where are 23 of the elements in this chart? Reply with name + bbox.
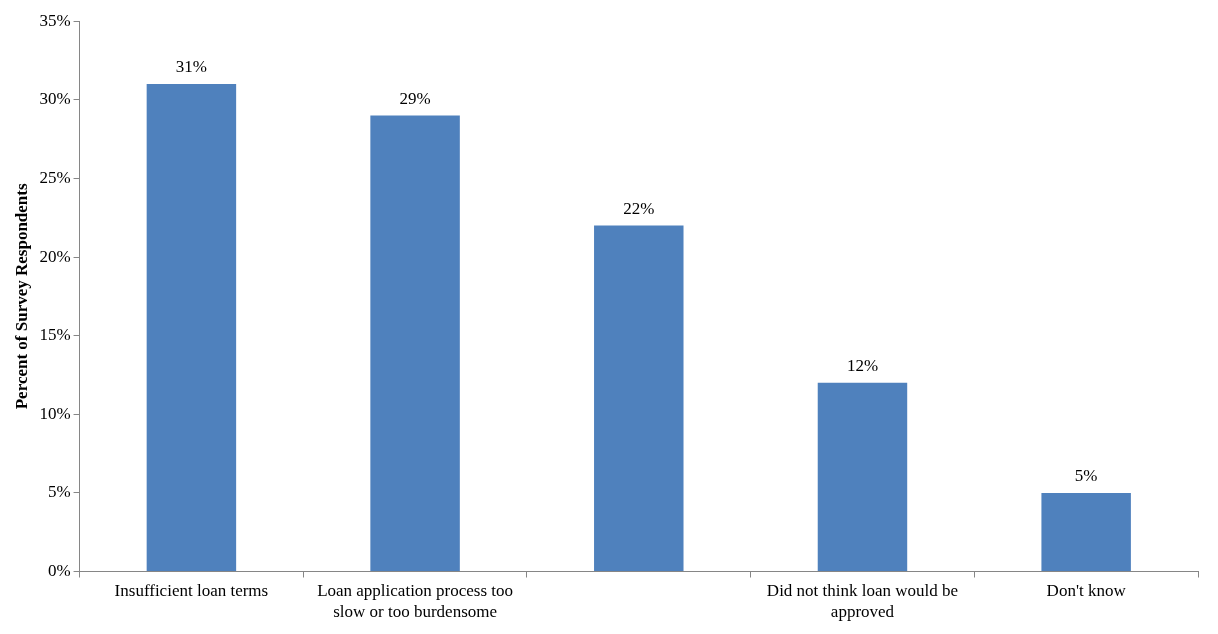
y-tick-label: 5% xyxy=(47,482,71,502)
bar xyxy=(817,382,908,571)
y-axis-title: Percent of Survey Respondents xyxy=(11,183,31,410)
y-tick-label: 20% xyxy=(39,246,71,266)
x-tick-label: Did not think loan would be approved xyxy=(766,580,959,621)
bar xyxy=(1041,492,1131,571)
y-tick-label: 35% xyxy=(39,10,71,30)
bar xyxy=(594,225,684,571)
y-tick-label: 25% xyxy=(39,167,71,187)
data-label: 22% xyxy=(623,198,655,218)
data-label: 5% xyxy=(1074,465,1098,485)
y-tick-label: 15% xyxy=(39,325,71,345)
y-tick-label: 10% xyxy=(39,403,71,423)
bar xyxy=(146,84,237,571)
x-tick-label: Don't know xyxy=(1046,580,1127,600)
x-tick-label: Loan application process too slow or too burdensome xyxy=(317,580,514,621)
data-label: 12% xyxy=(846,355,879,375)
x-tick-label: Insufficient loan terms xyxy=(114,580,269,600)
data-label: 31% xyxy=(175,57,207,77)
y-tick-label: 30% xyxy=(39,89,71,109)
bar xyxy=(370,115,460,571)
data-label: 29% xyxy=(399,88,431,108)
y-tick-label: 0% xyxy=(47,560,71,580)
